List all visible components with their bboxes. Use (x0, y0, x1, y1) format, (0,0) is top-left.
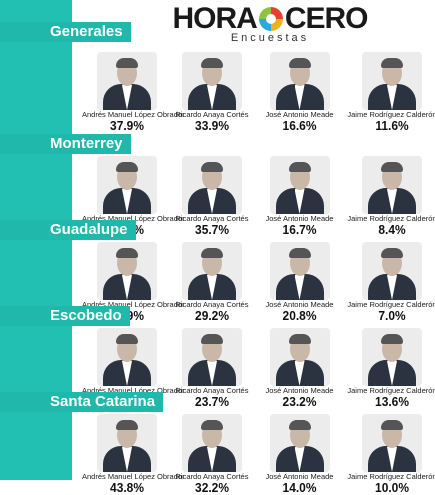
candidate-name: Ricardo Anaya Cortés (175, 300, 249, 309)
candidate-name: Ricardo Anaya Cortés (175, 386, 249, 395)
candidate-percentage: 16.7% (282, 222, 317, 237)
candidate-card: Ricardo Anaya Cortés 32.2% (172, 414, 252, 495)
candidate-portrait (362, 242, 422, 300)
candidates-panel: Andrés Manuel López Obrador 37.9% Ricardo … (72, 42, 435, 133)
candidate-name: José Antonio Meade (265, 300, 334, 309)
candidate-portrait (182, 52, 242, 110)
candidate-percentage: 33.9% (195, 118, 229, 133)
candidate-card: Jaime Rodríguez Calderón 10.0% (347, 414, 435, 495)
candidate-percentage: 11.6% (375, 118, 409, 133)
candidate-card: Ricardo Anaya Cortés 33.9% (172, 52, 252, 133)
candidate-percentage: 16.6% (282, 118, 317, 133)
candidate-name: Andrés Manuel López Obrador (82, 214, 185, 223)
region-title: Escobedo (0, 306, 130, 326)
candidate-name: Jaime Rodríguez Calderón (347, 110, 435, 119)
candidate-percentage: 32.2% (195, 480, 229, 495)
candidate-card: Ricardo Anaya Cortés 29.2% (172, 242, 252, 323)
candidates-panel: Andrés Manuel López Obrador39.2%Ricardo … (72, 154, 435, 237)
candidate-portrait (182, 242, 242, 300)
candidate-portrait (269, 328, 330, 386)
candidate-percentage: 29.2% (195, 308, 229, 323)
region-title: Monterrey (0, 134, 131, 154)
candidate-portrait (269, 414, 330, 472)
candidate-portrait (182, 328, 242, 386)
candidate-name: Andrés Manuel López Obrador (82, 386, 185, 395)
candidate-percentage: 23.7% (195, 394, 229, 409)
logo-subtitle: Encuestas (230, 32, 310, 44)
candidate-card: José Antonio Meade 20.8% (252, 242, 347, 323)
candidate-name: José Antonio Meade (265, 472, 334, 481)
candidate-portrait (269, 52, 330, 110)
candidate-card: Andrés Manuel López Obrador42.9% (82, 242, 185, 323)
candidate-percentage: 14.0% (282, 480, 317, 495)
candidate-percentage: 37.9% (110, 118, 144, 133)
candidate-percentage: 10.0% (375, 480, 409, 495)
horacero-logo: HORA CERO (140, 4, 400, 34)
logo-text-right: CERO (284, 2, 369, 35)
candidate-portrait (97, 156, 157, 214)
candidate-portrait (362, 414, 422, 472)
candidate-name: Jaime Rodríguez Calderón (347, 386, 435, 395)
candidate-name: Andrés Manuel López Obrador (82, 472, 185, 481)
candidate-portrait (182, 414, 242, 472)
candidate-name: Jaime Rodríguez Calderón (347, 214, 435, 223)
candidate-portrait (362, 328, 422, 386)
logo-text-left: HORA (172, 2, 257, 35)
candidate-name: Ricardo Anaya Cortés (175, 472, 249, 481)
candidate-card: Jaime Rodríguez Calderón 7.0% (347, 242, 435, 323)
candidate-name: José Antonio Meade (265, 214, 334, 223)
candidate-card: José Antonio Meade 16.6% (252, 52, 347, 133)
candidate-percentage: 13.6% (375, 394, 409, 409)
candidate-name: José Antonio Meade (265, 110, 334, 119)
candidate-percentage: 20.8% (282, 308, 317, 323)
candidates-panel: Andrés Manuel López Obrador42.9%Ricardo … (72, 240, 435, 323)
candidate-name: José Antonio Meade (265, 386, 334, 395)
candidate-portrait (97, 414, 157, 472)
candidate-percentage: 8.4% (378, 222, 406, 237)
candidate-percentage: 43.8% (110, 480, 144, 495)
candidate-portrait (362, 156, 422, 214)
region-title: Santa Catarina (0, 392, 164, 412)
candidate-card: Ricardo Anaya Cortés 23.7% (172, 328, 252, 409)
candidate-name: Jaime Rodríguez Calderón (347, 472, 435, 481)
candidate-portrait (269, 242, 330, 300)
candidate-name: Andrés Manuel López Obrador (82, 300, 185, 309)
candidate-card: José Antonio Meade 23.2% (252, 328, 347, 409)
candidate-card: José Antonio Meade 14.0% (252, 414, 347, 495)
candidate-percentage: 7.0% (378, 308, 406, 323)
candidate-card: Jaime Rodríguez Calderón 11.6% (347, 52, 435, 133)
candidate-card: Jaime Rodríguez Calderón 13.6% (347, 328, 435, 409)
candidate-card: Ricardo Anaya Cortés 35.7% (172, 156, 252, 237)
candidate-name: Jaime Rodríguez Calderón (347, 300, 435, 309)
candidate-name: Andrés Manuel López Obrador (82, 110, 185, 119)
logo-circle-icon (258, 7, 283, 31)
candidate-portrait (269, 156, 330, 214)
candidates-panel: Andrés Manuel López Obrador 43.8% Ricardo … (72, 412, 435, 495)
candidate-portrait (97, 328, 157, 386)
candidate-portrait (97, 242, 157, 300)
region-title: Generales (0, 22, 131, 42)
candidate-card: Andrés Manuel López Obrador 43.8% (82, 414, 185, 495)
candidate-portrait (182, 156, 242, 214)
candidate-card: José Antonio Meade 16.7% (252, 156, 347, 237)
candidate-percentage: 35.7% (195, 222, 229, 237)
candidate-card: Jaime Rodríguez Calderón 8.4% (347, 156, 435, 237)
region-title: Guadalupe (0, 220, 136, 240)
candidate-portrait (97, 52, 157, 110)
candidate-name: Ricardo Anaya Cortés (175, 214, 249, 223)
candidate-card: Andrés Manuel López Obrador 37.9% (82, 52, 185, 133)
poll-header: HORA CERO Encuestas (140, 4, 400, 45)
candidate-percentage: 23.2% (282, 394, 317, 409)
candidate-portrait (362, 52, 422, 110)
candidate-name: Ricardo Anaya Cortés (175, 110, 249, 119)
candidates-panel: Andrés Manuel López Obrador39.5%Ricardo … (72, 326, 435, 409)
